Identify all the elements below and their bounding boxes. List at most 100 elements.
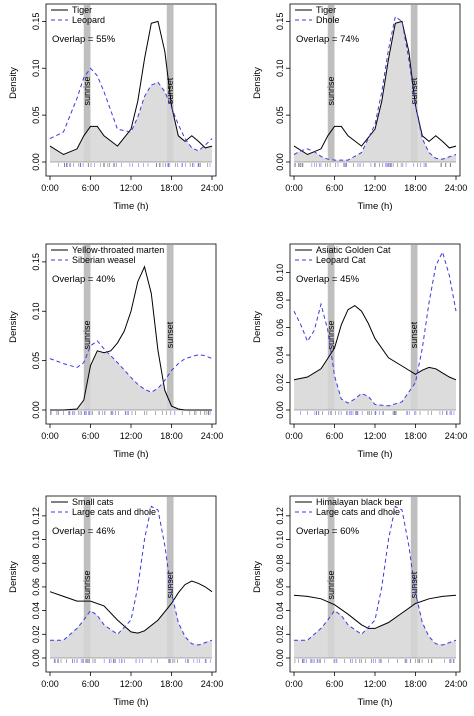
x-tick-label: 24:00 [445,183,468,193]
sunrise-label: sunrise [82,320,92,349]
x-tick-label: 6:00 [326,679,344,689]
x-tick-label: 12:00 [364,431,387,441]
sunset-band [410,497,418,658]
y-tick-label: 0.05 [275,106,285,124]
x-tick-label: 18:00 [160,183,183,193]
y-tick-label: 0.12 [31,507,41,525]
sunrise-band [83,245,91,410]
x-tick-label: 6:00 [82,183,100,193]
y-tick-label: 0.00 [31,649,41,667]
y-tick-label: 0.06 [275,319,285,337]
x-tick-label: 24:00 [201,183,224,193]
x-tick-label: 24:00 [445,679,468,689]
series-line-1 [293,304,457,381]
sunset-band [166,245,174,410]
sunrise-label: sunrise [326,570,336,599]
x-tick-label: 18:00 [404,431,427,441]
sunrise-band [83,5,91,162]
y-tick-label: 0.10 [275,531,285,549]
sunrise-label: sunrise [326,76,336,105]
x-axis-label: Time (h) [357,449,392,460]
series-line-1 [50,265,212,411]
x-tick-label: 12:00 [120,431,143,441]
rug-marks [50,411,211,415]
overlap-area [294,21,456,163]
x-tick-label: 0:00 [41,183,59,193]
x-axis-label: Time (h) [113,449,148,460]
series-line-2 [49,67,213,152]
x-tick-label: 24:00 [201,679,224,689]
sunrise-band [83,497,91,658]
x-tick-label: 24:00 [445,431,468,441]
y-axis-label: Density [8,561,19,593]
overlap-area [50,350,212,410]
legend-label-1: Small cats [72,497,114,507]
x-tick-label: 18:00 [404,183,427,193]
x-tick-label: 6:00 [326,431,344,441]
sunrise-label: sunrise [82,76,92,105]
y-tick-label: 0.10 [31,302,41,320]
overlap-label: Overlap = 74% [296,34,360,45]
sunset-band [410,5,418,162]
y-tick-label: 0.04 [275,346,285,364]
y-tick-label: 0.04 [31,602,41,620]
series-line-2 [49,340,213,393]
y-tick-label: 0.04 [275,602,285,620]
y-tick-label: 0.00 [275,401,285,419]
legend-label-2: Large cats and dhole [72,507,156,517]
y-tick-label: 0.06 [275,578,285,596]
legend-label-1: Asiatic Golden Cat [316,245,391,255]
y-tick-label: 0.05 [31,352,41,370]
x-tick-label: 12:00 [364,183,387,193]
y-tick-label: 0.15 [31,253,41,271]
y-tick-label: 0.00 [31,153,41,171]
y-tick-label: 0.02 [31,626,41,644]
legend-label-1: Yellow-throated marten [72,245,164,255]
y-tick-label: 0.10 [31,59,41,77]
legend-label-1: Tiger [72,5,92,15]
sunrise-label: sunrise [326,320,336,349]
y-tick-label: 0.00 [275,153,285,171]
y-tick-label: 0.06 [31,578,41,596]
x-tick-label: 18:00 [404,679,427,689]
y-tick-label: 0.10 [275,264,285,282]
sunrise-label: sunrise [82,570,92,599]
x-tick-label: 6:00 [326,183,344,193]
rug-marks [293,163,451,167]
series-line-1 [49,580,213,634]
overlap-label: Overlap = 40% [52,274,116,285]
y-tick-label: 0.15 [275,13,285,31]
legend-label-2: Leopard Cat [316,255,366,265]
y-tick-label: 0.08 [275,291,285,309]
y-axis-label: Density [252,311,263,343]
overlap-area [50,82,212,162]
overlap-label: Overlap = 46% [52,526,116,537]
y-tick-label: 0.02 [275,374,285,392]
sunset-band [166,5,174,162]
sunset-label: sunset [409,321,419,348]
y-axis-label: Density [8,311,19,343]
x-tick-label: 0:00 [285,679,303,689]
rug-marks [294,659,455,663]
y-axis-label: Density [252,67,263,99]
legend-label-1: Himalayan black bear [316,497,403,507]
x-axis-label: Time (h) [357,697,392,708]
overlap-label: Overlap = 45% [296,274,360,285]
y-tick-label: 0.00 [275,649,285,667]
rug-marks [58,163,211,167]
y-tick-label: 0.08 [275,554,285,572]
series-line-2 [293,15,457,161]
sunset-label: sunset [165,321,175,348]
y-tick-label: 0.00 [31,401,41,419]
y-tick-label: 0.10 [31,531,41,549]
y-tick-label: 0.08 [31,554,41,572]
series-line-2 [50,505,213,646]
